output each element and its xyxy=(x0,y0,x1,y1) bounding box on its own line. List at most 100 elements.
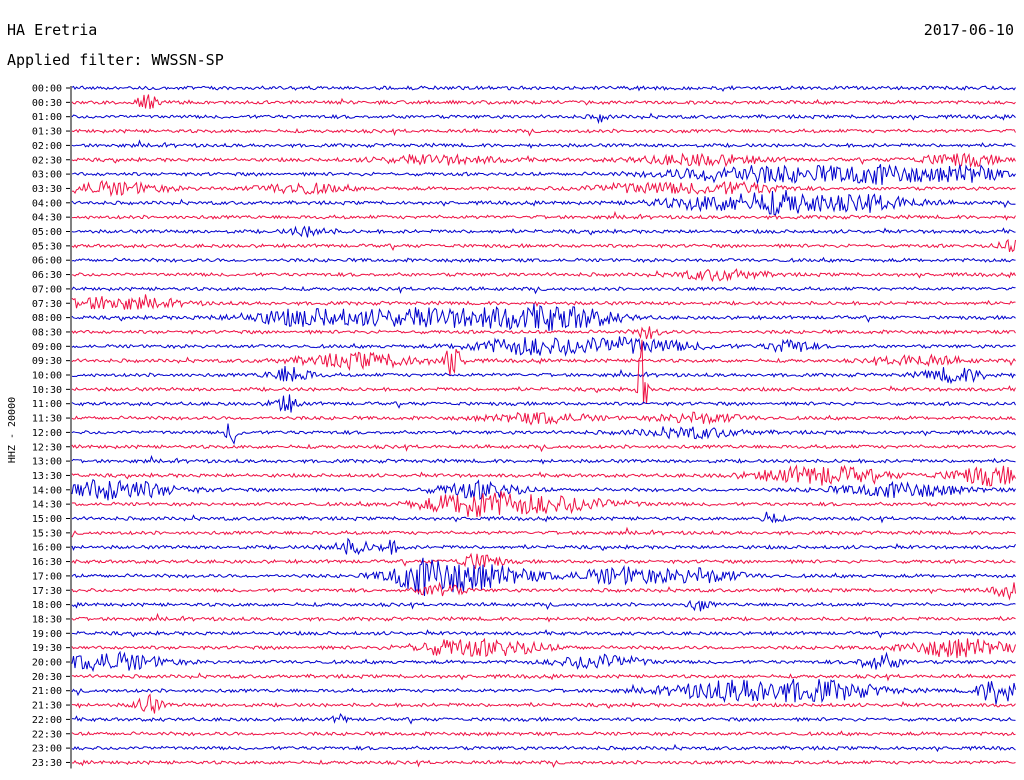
waveform-trace xyxy=(71,759,1016,768)
waveform-trace xyxy=(71,285,1016,295)
row-time-label: 18:30 xyxy=(32,614,62,625)
row-time-label: 09:30 xyxy=(32,356,62,367)
waveform-trace xyxy=(71,526,1016,538)
row-time-label: 05:30 xyxy=(32,241,62,252)
row-time-label: 08:00 xyxy=(32,313,62,324)
row-time-label: 07:00 xyxy=(32,284,62,295)
waveform-trace xyxy=(71,537,1016,556)
row-time-label: 19:00 xyxy=(32,629,62,640)
row-time-label: 12:30 xyxy=(32,442,62,453)
waveform-trace xyxy=(71,179,1016,198)
row-time-label: 00:30 xyxy=(32,98,62,109)
row-time-label: 04:00 xyxy=(32,198,62,209)
row-time-label: 06:00 xyxy=(32,256,62,267)
row-time-label: 16:00 xyxy=(32,543,62,554)
waveform-trace xyxy=(71,599,1016,612)
row-time-label: 22:00 xyxy=(32,715,62,726)
row-time-label: 06:30 xyxy=(32,270,62,281)
row-time-label: 14:30 xyxy=(32,500,62,511)
row-time-label: 15:30 xyxy=(32,528,62,539)
row-time-label: 15:00 xyxy=(32,514,62,525)
waveform-trace xyxy=(71,693,1016,714)
waveform-trace xyxy=(72,210,1016,221)
row-time-label: 12:00 xyxy=(32,428,62,439)
waveform-trace xyxy=(71,557,1016,597)
row-time-label: 17:00 xyxy=(32,571,62,582)
waveform-trace xyxy=(71,411,1016,426)
row-time-label: 19:30 xyxy=(32,643,62,654)
row-time-label: 02:00 xyxy=(32,141,62,152)
waveform-trace xyxy=(71,490,1016,518)
row-time-label: 13:30 xyxy=(32,471,62,482)
waveform-trace xyxy=(71,581,1016,601)
row-time-label: 04:30 xyxy=(32,213,62,224)
waveform-trace xyxy=(71,112,1016,125)
station-title: HA Eretria xyxy=(7,21,98,39)
waveform-trace xyxy=(71,743,1016,753)
row-time-label: 11:30 xyxy=(32,414,62,425)
row-time-label: 03:30 xyxy=(32,184,62,195)
waveform-trace xyxy=(71,552,1016,570)
row-time-label: 01:00 xyxy=(32,112,62,123)
row-time-label: 20:00 xyxy=(32,658,62,669)
waveform-trace xyxy=(71,464,1016,487)
waveform-trace xyxy=(71,629,1016,639)
row-time-label: 02:30 xyxy=(32,155,62,166)
row-time-label: 11:00 xyxy=(32,399,62,410)
y-axis-label: HHZ - 20000 xyxy=(7,397,18,463)
waveform-trace xyxy=(71,650,1016,673)
row-time-label: 09:00 xyxy=(32,342,62,353)
waveform-trace xyxy=(71,94,1016,110)
waveform-trace xyxy=(71,336,1016,357)
waveform-trace xyxy=(71,84,1016,92)
row-time-label: 03:00 xyxy=(32,170,62,181)
waveform-trace xyxy=(71,152,1016,169)
row-time-label: 07:30 xyxy=(32,299,62,310)
waveform-trace xyxy=(71,637,1016,659)
waveform-trace xyxy=(71,712,1016,725)
row-time-label: 08:30 xyxy=(32,327,62,338)
row-time-label: 16:30 xyxy=(32,557,62,568)
row-time-label: 05:00 xyxy=(32,227,62,238)
waveform-trace xyxy=(71,730,1016,737)
date-label: 2017-06-10 xyxy=(923,21,1014,39)
waveform-trace xyxy=(71,678,1016,705)
waveform-trace xyxy=(71,348,1016,376)
row-time-label: 23:00 xyxy=(32,744,62,755)
row-time-label: 10:30 xyxy=(32,385,62,396)
row-time-label: 10:00 xyxy=(32,371,62,382)
waveform-trace xyxy=(71,511,1016,524)
waveform-trace xyxy=(72,672,1016,682)
waveform-trace xyxy=(71,423,1016,445)
waveform-trace xyxy=(71,268,1016,283)
waveform-trace xyxy=(71,163,1016,185)
row-time-label: 01:30 xyxy=(32,127,62,138)
row-time-label: 14:00 xyxy=(32,485,62,496)
waveform-trace xyxy=(71,127,1016,137)
waveform-trace xyxy=(71,339,1016,404)
waveform-trace xyxy=(71,225,1016,238)
waveform-trace xyxy=(71,294,1016,310)
row-time-label: 22:30 xyxy=(32,729,62,740)
waveform-trace xyxy=(71,478,1016,501)
row-time-label: 00:00 xyxy=(32,84,62,95)
waveform-trace xyxy=(71,190,1016,216)
row-time-label: 21:00 xyxy=(32,686,62,697)
filter-label: Applied filter: WWSSN-SP xyxy=(7,51,224,69)
row-time-label: 23:30 xyxy=(32,758,62,769)
waveform-trace xyxy=(71,443,1016,453)
waveform-trace xyxy=(71,139,1016,150)
waveform-trace xyxy=(71,238,1016,253)
waveform-trace xyxy=(71,612,1016,623)
row-time-label: 13:00 xyxy=(32,457,62,468)
row-time-label: 18:00 xyxy=(32,600,62,611)
waveform-trace xyxy=(71,394,1016,413)
waveform-trace xyxy=(71,256,1016,264)
row-time-label: 17:30 xyxy=(32,586,62,597)
waveform-trace xyxy=(71,366,1016,385)
waveform-trace xyxy=(71,326,1016,340)
row-time-label: 20:30 xyxy=(32,672,62,683)
waveform-trace xyxy=(71,454,1016,465)
waveform-trace xyxy=(71,303,1016,332)
